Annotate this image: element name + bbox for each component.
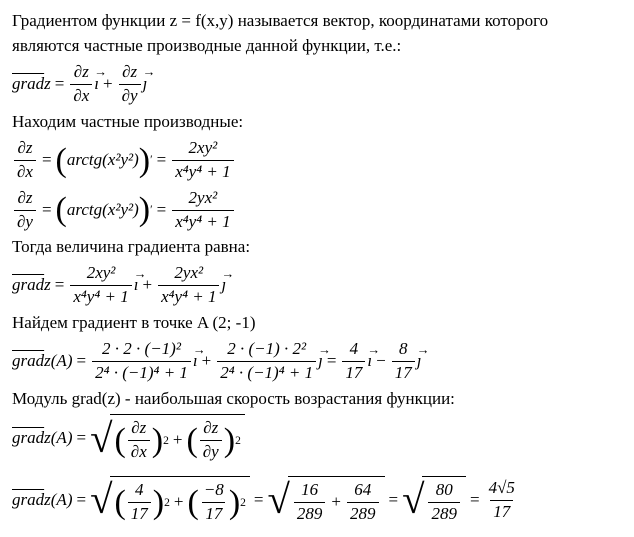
vec-i: ı (94, 73, 99, 96)
frac-dzdx: ∂z ∂x (70, 61, 92, 108)
eq-dzdy: ∂z ∂y = ( arctg(x²y²) )′ = 2yx² x⁴y⁴ + 1 (12, 187, 622, 234)
intro-line-2: являются частные производные данной функ… (12, 35, 622, 58)
eq-modulus-numeric: gradz(A) = √ ( 4 17 )2 + ( −8 17 )2 = √ … (12, 476, 622, 526)
eq-modulus-def: gradz(A) = √ ( ∂z ∂x )2 + ( ∂z ∂y )2 (12, 414, 622, 464)
frac-dzdx-2: ∂z ∂x (14, 137, 36, 184)
eq: = (55, 73, 65, 96)
frac-result-dy: 2yx² x⁴y⁴ + 1 (172, 187, 233, 234)
find-at-point-label: Найдем градиент в точке A (2; -1) (12, 312, 622, 335)
modulus-intro-label: Модуль grad(z) - наибольшая скорость воз… (12, 388, 622, 411)
sqrt-def: √ ( ∂z ∂x )2 + ( ∂z ∂y )2 (90, 414, 245, 464)
then-magnitude-label: Тогда величина градиента равна: (12, 236, 622, 259)
sqrt-step1: √ ( 4 17 )2 + ( −8 17 )2 (90, 476, 250, 526)
eq-grad-at-A: gradz(A) = 2 · 2 · (−1)² 2⁴ · (−1)⁴ + 1 … (12, 338, 622, 385)
frac-dzdy: ∂z ∂y (119, 61, 141, 108)
eq-dzdx: ∂z ∂x = ( arctg(x²y²) )′ = 2xy² x⁴y⁴ + 1 (12, 137, 622, 184)
final-result: 4√5 17 (486, 477, 518, 524)
z: z (44, 73, 51, 96)
grad-symbol: grad (12, 73, 44, 96)
sqrt-step3: √ 80 289 (402, 476, 466, 526)
eq-grad-full: gradz = 2xy² x⁴y⁴ + 1 ı + 2yx² x⁴y⁴ + 1 … (12, 262, 622, 309)
frac-result-dx: 2xy² x⁴y⁴ + 1 (172, 137, 233, 184)
find-partials-label: Находим частные производные: (12, 111, 622, 134)
vec-j: ȷ (143, 73, 148, 96)
eq-grad-def: gradz = ∂z ∂x ı + ∂z ∂y ȷ (12, 61, 622, 108)
sqrt-step2: √ 16 289 + 64 289 (268, 476, 385, 526)
intro-line-1: Градиентом функции z = f(x,y) называется… (12, 10, 622, 33)
frac-dzdy-2: ∂z ∂y (14, 187, 36, 234)
arctg: arctg(x²y²) (67, 149, 139, 172)
